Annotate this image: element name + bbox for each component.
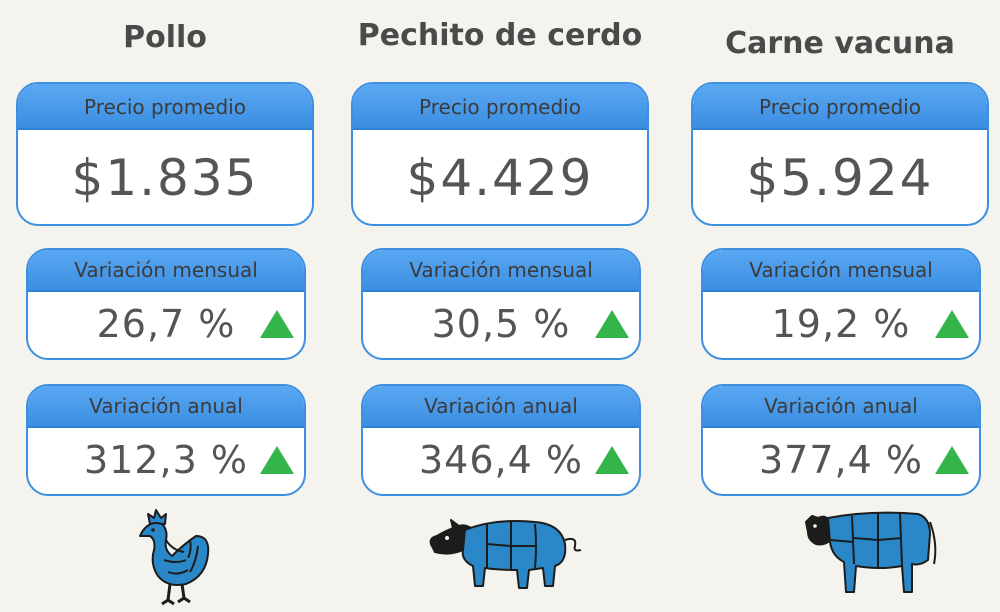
column-pechito-de-cerdo: Pechito de cerdo Precio promedio $4.429 …: [345, 0, 655, 612]
price-card: Precio promedio $4.429: [351, 82, 649, 226]
annual-variation-card: Variación anual 346,4 %: [361, 384, 641, 496]
column-title: Pollo: [123, 20, 207, 55]
price-label: Precio promedio: [693, 84, 987, 130]
triangle-up-icon: [935, 310, 969, 338]
monthly-variation-card: Variación mensual 19,2 %: [701, 248, 981, 360]
annual-variation-row: 312,3 %: [28, 428, 304, 492]
column-carne-vacuna: Carne vacuna Precio promedio $5.924 Vari…: [685, 0, 995, 612]
monthly-variation-card: Variación mensual 30,5 %: [361, 248, 641, 360]
annual-variation-value: 377,4 %: [759, 438, 923, 482]
triangle-up-icon: [260, 446, 294, 474]
price-label: Precio promedio: [18, 84, 312, 130]
annual-variation-value: 346,4 %: [419, 438, 583, 482]
annual-variation-value: 312,3 %: [84, 438, 248, 482]
price-card: Precio promedio $5.924: [691, 82, 989, 226]
monthly-variation-value: 19,2 %: [771, 302, 911, 346]
triangle-up-icon: [595, 310, 629, 338]
cow-icon: [805, 511, 937, 593]
price-label: Precio promedio: [353, 84, 647, 130]
annual-variation-card: Variación anual 377,4 %: [701, 384, 981, 496]
monthly-variation-row: 30,5 %: [363, 292, 639, 356]
annual-variation-row: 377,4 %: [703, 428, 979, 492]
monthly-variation-card: Variación mensual 26,7 %: [26, 248, 306, 360]
monthly-variation-value: 30,5 %: [431, 302, 571, 346]
annual-variation-row: 346,4 %: [363, 428, 639, 492]
column-title: Carne vacuna: [725, 26, 955, 61]
price-value: $4.429: [406, 149, 594, 207]
triangle-up-icon: [935, 446, 969, 474]
price-value: $1.835: [71, 149, 259, 207]
monthly-variation-label: Variación mensual: [363, 250, 639, 292]
triangle-up-icon: [260, 310, 294, 338]
chicken-icon: [139, 509, 210, 606]
monthly-variation-label: Variación mensual: [28, 250, 304, 292]
monthly-variation-row: 19,2 %: [703, 292, 979, 356]
triangle-up-icon: [595, 446, 629, 474]
annual-variation-label: Variación anual: [703, 386, 979, 428]
column-title: Pechito de cerdo: [357, 18, 643, 53]
annual-variation-label: Variación anual: [363, 386, 639, 428]
annual-variation-label: Variación anual: [28, 386, 304, 428]
column-pollo: Pollo Precio promedio $1.835 Variación m…: [10, 0, 320, 612]
monthly-variation-row: 26,7 %: [28, 292, 304, 356]
monthly-variation-label: Variación mensual: [703, 250, 979, 292]
monthly-variation-value: 26,7 %: [96, 302, 236, 346]
price-card: Precio promedio $1.835: [16, 82, 314, 226]
price-value: $5.924: [746, 149, 934, 207]
annual-variation-card: Variación anual 312,3 %: [26, 384, 306, 496]
pig-icon: [429, 519, 582, 589]
